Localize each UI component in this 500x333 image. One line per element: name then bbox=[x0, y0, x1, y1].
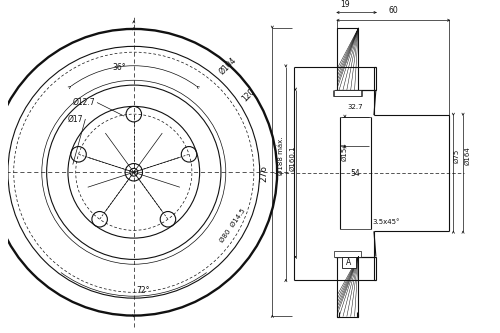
Text: Ø160.1: Ø160.1 bbox=[290, 145, 296, 170]
Text: 19: 19 bbox=[340, 0, 349, 9]
Text: Ø164: Ø164 bbox=[465, 147, 471, 165]
Text: Ø12.7: Ø12.7 bbox=[72, 98, 95, 107]
Text: 32.7: 32.7 bbox=[348, 104, 364, 110]
Text: 36°: 36° bbox=[112, 63, 126, 72]
Text: Ø188 máx.: Ø188 máx. bbox=[278, 137, 284, 175]
Text: 60: 60 bbox=[388, 6, 398, 15]
Text: 3.5x45°: 3.5x45° bbox=[372, 219, 400, 225]
Bar bbox=[334, 90, 361, 96]
Bar bbox=[334, 251, 361, 256]
Text: Ø17: Ø17 bbox=[68, 115, 84, 124]
Text: 276: 276 bbox=[260, 165, 268, 182]
Text: Ø75: Ø75 bbox=[454, 149, 460, 163]
Bar bbox=[337, 256, 358, 317]
Text: 72°: 72° bbox=[136, 286, 150, 295]
Text: A: A bbox=[346, 258, 352, 267]
Text: 120: 120 bbox=[240, 87, 257, 104]
Text: Ø104: Ø104 bbox=[218, 55, 238, 76]
Bar bbox=[342, 256, 355, 268]
Text: Ø154: Ø154 bbox=[341, 143, 347, 161]
Text: Ø80  Ø14.5: Ø80 Ø14.5 bbox=[219, 207, 246, 243]
Text: 54: 54 bbox=[350, 169, 360, 178]
Bar bbox=[337, 28, 358, 90]
